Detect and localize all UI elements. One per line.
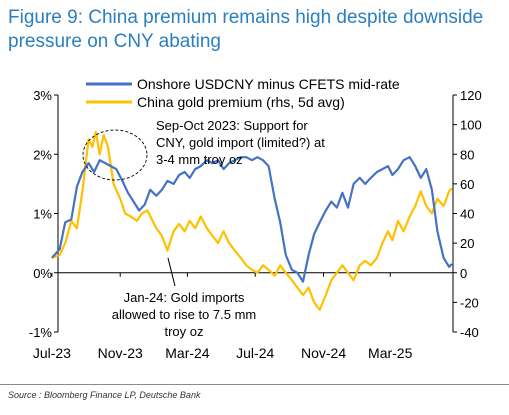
legend-label-gold: China gold premium (rhs, 5d avg) <box>137 94 345 110</box>
annotation-ellipse <box>82 129 148 181</box>
chart-legend: Onshore USDCNY minus CFETS mid-rate China… <box>86 76 400 110</box>
left-tick-label: 2% <box>33 147 52 162</box>
annotation-sep-oct-2023-line: 3-4 mm troy oz <box>156 152 243 167</box>
right-tick-label: 120 <box>460 88 482 103</box>
annotation-arrow <box>167 257 176 287</box>
right-tick-label: 60 <box>460 177 474 192</box>
x-tick-label: Jul-24 <box>236 345 274 361</box>
right-tick-label: 80 <box>460 147 474 162</box>
left-tick-label: 0% <box>33 266 52 281</box>
annotation-sep-oct-2023-line: CNY, gold import (limited?) at <box>156 135 325 150</box>
x-tick-label: Mar-24 <box>165 345 210 361</box>
annotation-sep-oct-2023-line: Sep-Oct 2023: Support for <box>156 118 308 133</box>
annotation-jan-24-line: Jan-24: Gold imports <box>124 290 245 305</box>
footer-divider <box>0 384 509 385</box>
x-tick-label: Mar-25 <box>368 345 413 361</box>
right-tick-label: -20 <box>460 295 479 310</box>
annotation-jan-24-line: allowed to rise to 7.5 mm <box>112 307 257 322</box>
chart-lines <box>51 130 453 311</box>
left-tick-label: 1% <box>33 207 52 222</box>
right-tick-label: -40 <box>460 325 479 340</box>
x-tick-label: Nov-24 <box>301 345 346 361</box>
annotation-jan-24-line: troy oz <box>164 324 203 339</box>
chart-axes: -1% 0% 1% 2% 3% -40 -20 0 20 40 60 80 100 120 Jul-23 No… <box>29 88 482 361</box>
left-tick-label: 3% <box>33 88 52 103</box>
x-tick-label: Nov-23 <box>98 345 143 361</box>
series-line-gold-premium <box>51 130 453 311</box>
right-tick-label: 40 <box>460 207 474 222</box>
x-tick-label: Jul-23 <box>33 345 71 361</box>
right-tick-label: 20 <box>460 236 474 251</box>
figure-title: Figure 9: China premium remains high des… <box>8 7 484 52</box>
right-tick-label: 0 <box>460 266 467 281</box>
left-tick-label: -1% <box>29 325 53 340</box>
chart: -1% 0% 1% 2% 3% -40 -20 0 20 40 60 80 100 120 Jul-23 No… <box>29 76 482 361</box>
legend-label-onshore: Onshore USDCNY minus CFETS mid-rate <box>137 76 400 92</box>
source-note: Source : Bloomberg Finance LP, Deutsche … <box>8 390 201 400</box>
series-line-onshore-usdcny <box>51 156 453 283</box>
chart-annotations: Sep-Oct 2023: Support for CNY, gold impor… <box>82 118 325 339</box>
right-tick-label: 100 <box>460 118 482 133</box>
